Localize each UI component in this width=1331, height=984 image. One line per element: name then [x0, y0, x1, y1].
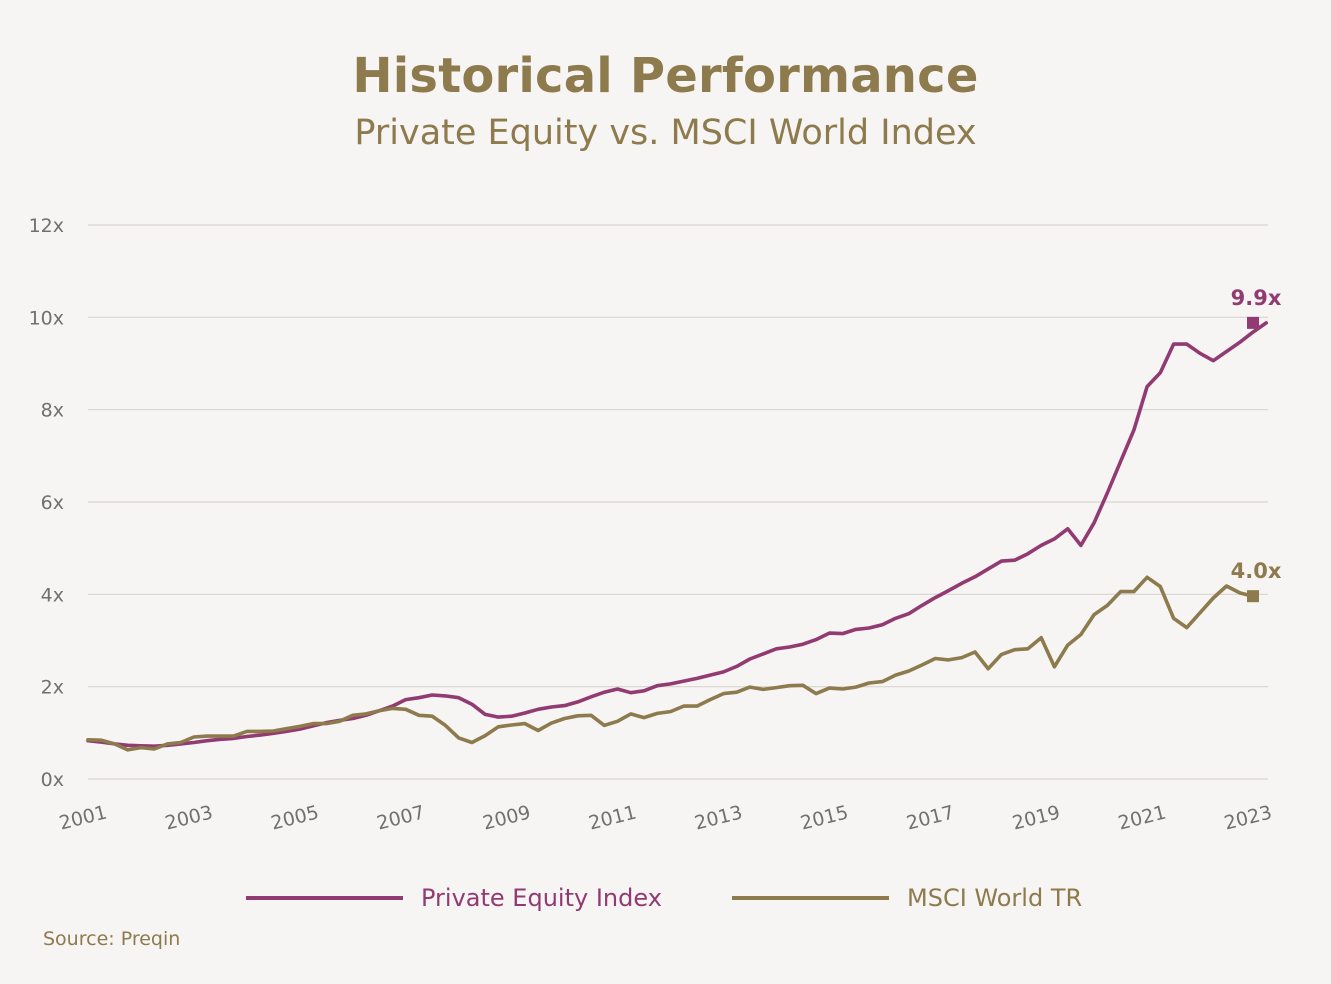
y-tick-label: 8x — [41, 400, 64, 422]
y-tick-label: 6x — [41, 492, 64, 514]
x-tick-label: 2005 — [269, 802, 321, 835]
x-tick-label: 2007 — [375, 802, 427, 835]
series-line-private-equity — [86, 321, 1268, 749]
end-marker — [1247, 316, 1259, 329]
legend-label-msci-world: MSCI World TR — [907, 884, 1083, 912]
x-tick-label: 2001 — [57, 802, 109, 835]
y-tick-label: 4x — [41, 584, 64, 606]
series-line-msci-world — [86, 575, 1255, 752]
x-tick-label: 2003 — [163, 802, 215, 835]
x-tick-label: 2019 — [1010, 802, 1062, 835]
y-tick-label: 2x — [41, 677, 64, 699]
x-axis-ticks: 2001 2003 2005 2007 2009 2011 2013 2015 2017 2019… — [57, 802, 1274, 835]
end-marker — [1247, 590, 1259, 603]
y-tick-label: 10x — [29, 307, 64, 329]
x-tick-label: 2021 — [1116, 802, 1168, 835]
y-tick-label: 12x — [29, 215, 64, 237]
legend-item-msci-world: MSCI World TR — [732, 880, 1082, 916]
end-value-label: 9.9x — [1231, 286, 1282, 310]
end-value-label: 4.0x — [1231, 559, 1282, 583]
legend-swatch-msci-world — [732, 896, 889, 900]
y-axis-ticks: 0x 2x 4x 6x 8x 10x 12x — [29, 215, 64, 791]
legend-label-private-equity: Private Equity Index — [421, 884, 662, 912]
chart-title: Historical Performance — [352, 48, 979, 104]
legend-item-private-equity: Private Equity Index — [246, 880, 662, 916]
x-tick-label: 2013 — [692, 802, 744, 835]
legend-swatch-private-equity — [246, 896, 403, 900]
x-tick-label: 2015 — [798, 802, 850, 835]
x-tick-label: 2023 — [1222, 802, 1274, 835]
series-lines — [86, 321, 1268, 752]
x-tick-label: 2009 — [481, 802, 533, 835]
source-note: Source: Preqin — [43, 928, 181, 950]
gridlines — [88, 224, 1268, 780]
y-tick-label: 0x — [41, 769, 64, 791]
end-labels: 9.9x 4.0x — [1231, 286, 1282, 603]
x-tick-label: 2017 — [904, 802, 956, 835]
x-tick-label: 2011 — [587, 802, 639, 835]
chart-subtitle: Private Equity vs. MSCI World Index — [354, 113, 977, 153]
